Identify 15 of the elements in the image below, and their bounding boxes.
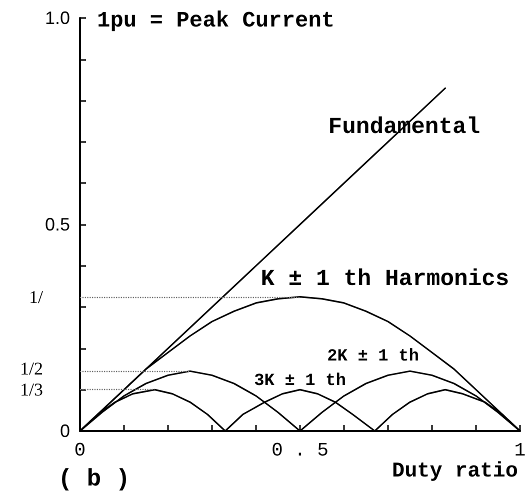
text: 1/2 xyxy=(20,358,43,379)
annotation: 1pu = Peak Current xyxy=(97,8,335,34)
series-label: 2K ± 1 th xyxy=(327,348,419,367)
x-tick-label: 0 . 5 xyxy=(271,440,329,462)
text: 1/ xyxy=(28,286,43,307)
y-tick-label: 0.5 xyxy=(44,214,70,234)
series-label: K ± 1 th Harmonics xyxy=(260,266,510,292)
y-tick-label: 1.0 xyxy=(44,8,70,28)
x-tick-label: 0 xyxy=(74,440,86,462)
text: 1/3 xyxy=(20,380,43,400)
x-axis-title: Duty ratio xyxy=(392,460,518,484)
text: ( b ) xyxy=(58,466,130,494)
x-tick-label: 1 xyxy=(514,440,526,462)
y-tick-label: 0 xyxy=(60,421,70,441)
series-label: 3K ± 1 th xyxy=(254,372,346,392)
